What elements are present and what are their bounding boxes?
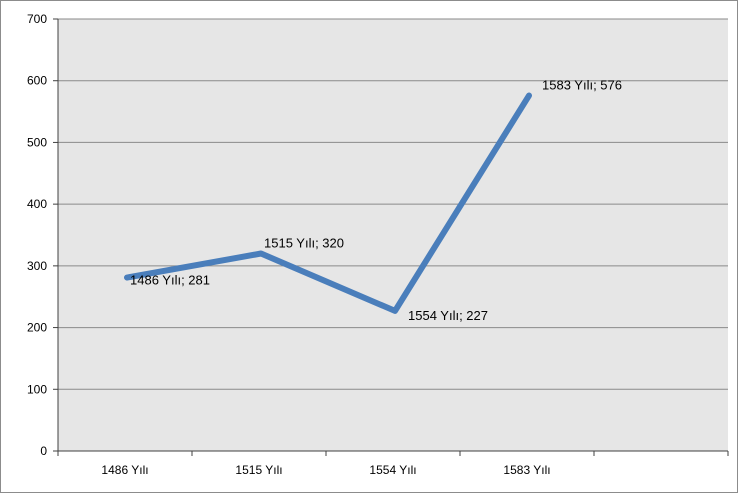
axes	[57, 19, 728, 452]
y-tick-label: 300	[27, 259, 47, 273]
gridlines	[58, 18, 728, 390]
y-axis-ticks: 0 100 200 300 400 500 600 700	[27, 12, 58, 458]
y-tick-label: 100	[27, 382, 47, 396]
series-group	[124, 92, 532, 314]
x-axis-ticks: 1486 Yılı 1515 Yılı 1554 Yılı 1583 Yılı	[57, 451, 729, 477]
plot-area	[58, 19, 728, 451]
data-label: 1515 Yılı; 320	[264, 236, 344, 251]
y-tick-label: 200	[27, 321, 47, 335]
x-tick-label: 1554 Yılı	[369, 463, 416, 477]
y-tick-label: 0	[40, 444, 47, 458]
x-tick-label: 1515 Yılı	[235, 463, 282, 477]
data-label: 1583 Yılı; 576	[542, 78, 622, 93]
series-line	[124, 92, 532, 314]
data-labels: 1486 Yılı; 281 1515 Yılı; 320 1554 Yılı; 2…	[130, 78, 622, 323]
y-tick-label: 400	[27, 197, 47, 211]
x-tick-label: 1486 Yılı	[101, 463, 148, 477]
y-tick-label: 700	[27, 12, 47, 26]
data-label: 1486 Yılı; 281	[130, 273, 210, 288]
x-tick-label: 1583 Yılı	[503, 463, 550, 477]
y-tick-label: 600	[27, 74, 47, 88]
y-tick-label: 500	[27, 135, 47, 149]
data-label: 1554 Yılı; 227	[408, 308, 488, 323]
